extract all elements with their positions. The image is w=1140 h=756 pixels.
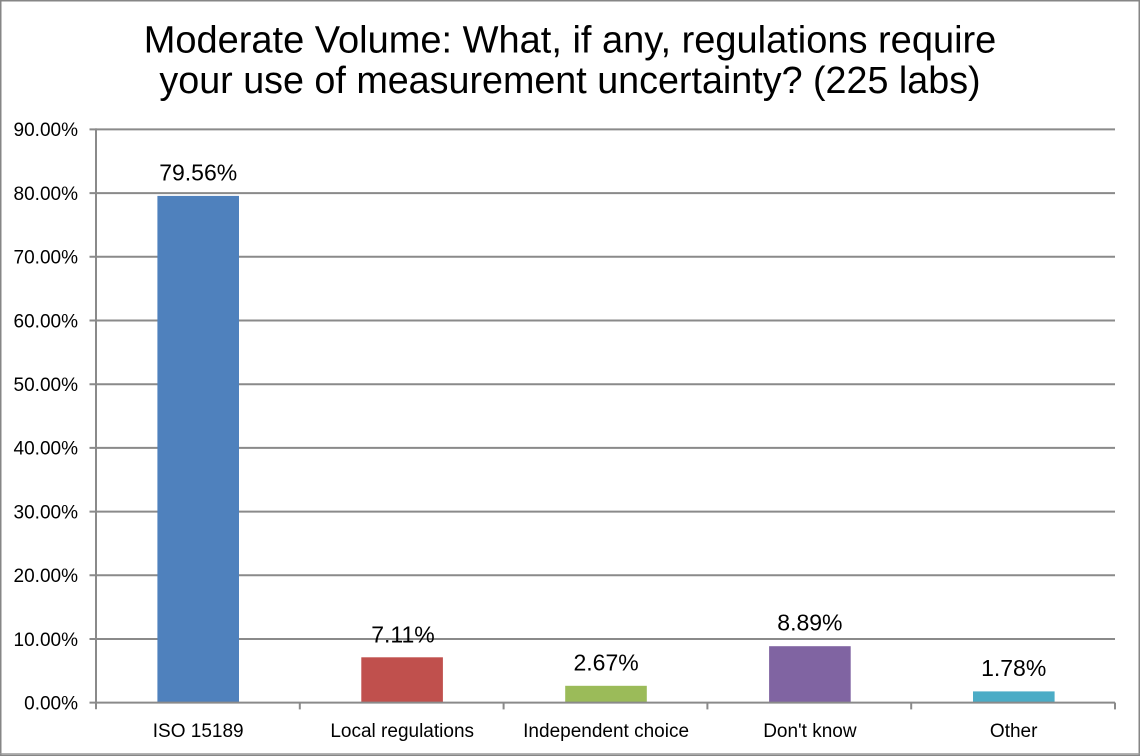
svg-text:10.00%: 10.00%	[14, 630, 79, 651]
svg-text:Independent choice: Independent choice	[523, 721, 689, 742]
svg-text:50.00%: 50.00%	[14, 375, 79, 396]
svg-text:40.00%: 40.00%	[14, 439, 79, 460]
svg-text:70.00%: 70.00%	[14, 248, 79, 269]
svg-text:8.89%: 8.89%	[777, 610, 842, 636]
svg-text:Don't know: Don't know	[763, 721, 857, 742]
svg-text:79.56%: 79.56%	[159, 160, 237, 186]
svg-text:1.78%: 1.78%	[981, 655, 1046, 681]
svg-text:90.00%: 90.00%	[14, 120, 79, 141]
svg-text:0.00%: 0.00%	[24, 693, 78, 714]
svg-text:30.00%: 30.00%	[14, 502, 79, 523]
svg-text:Moderate Volume: What, if any,: Moderate Volume: What, if any, regulatio…	[144, 19, 997, 61]
svg-text:2.67%: 2.67%	[573, 649, 638, 675]
svg-text:20.00%: 20.00%	[14, 566, 79, 587]
svg-text:80.00%: 80.00%	[14, 184, 79, 205]
svg-text:Local regulations: Local regulations	[330, 721, 474, 742]
svg-text:your use of measurement uncert: your use of measurement uncertainty? (22…	[159, 59, 980, 101]
svg-text:7.11%: 7.11%	[371, 622, 435, 648]
svg-text:Other: Other	[990, 721, 1038, 742]
svg-text:60.00%: 60.00%	[14, 311, 79, 332]
svg-text:ISO 15189: ISO 15189	[153, 721, 244, 742]
